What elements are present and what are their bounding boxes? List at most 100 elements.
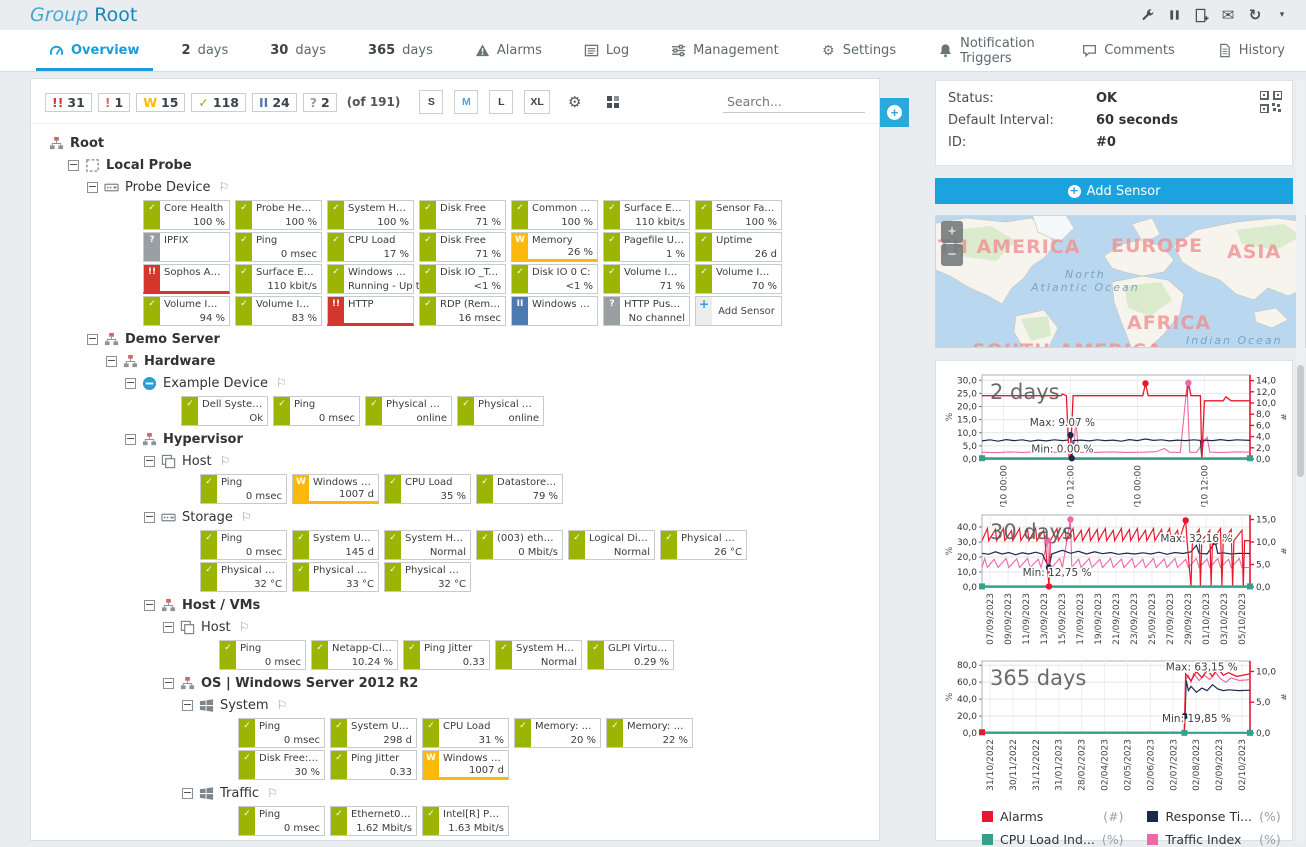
scrollbar-thumb[interactable]	[1297, 365, 1304, 477]
status-filter-warning[interactable]: W 15	[136, 92, 186, 112]
collapse-toggle[interactable]	[125, 433, 136, 445]
geo-map[interactable]: TH AMERICAEUROPEASIAAFRICASOUTH AMERICAN…	[935, 215, 1306, 348]
collapse-toggle[interactable]	[163, 621, 174, 633]
sensor-tile-memory-virtu[interactable]: ✓ Memory: Virtu... 22 %	[606, 718, 693, 748]
status-filter-down-partial[interactable]: ! 1	[97, 92, 131, 112]
sensor-tile-003-eth0-traf[interactable]: ✓ (003) eth0 Traf... 0 Mbit/s	[476, 530, 563, 560]
tab-2-days[interactable]: 2 days	[161, 30, 250, 71]
refresh-icon[interactable]: ↻	[1248, 6, 1262, 24]
add-sensor-button[interactable]: + Add Sensor	[935, 178, 1293, 204]
status-filter-up[interactable]: ✓ 118	[191, 92, 246, 112]
sensor-tile-ping[interactable]: ✓ Ping 0 msec	[219, 640, 306, 670]
tab-settings[interactable]: ⚙ Settings	[800, 30, 917, 71]
tab-365-days[interactable]: 365 days	[347, 30, 454, 71]
pause-icon[interactable]	[1166, 7, 1182, 23]
add-sensor-tile[interactable]: + Add Sensor	[695, 296, 782, 326]
flag-icon[interactable]: ⚐	[238, 620, 250, 634]
collapse-toggle[interactable]	[182, 787, 193, 799]
tab-log[interactable]: Log	[563, 30, 650, 71]
node-name[interactable]: Hypervisor	[163, 431, 243, 447]
sensor-tile-intel-r-pro-1[interactable]: ✓ Intel[R] PRO_1... 1.63 Mbit/s	[422, 806, 509, 836]
mini-graph-365-days[interactable]: 0,0 20,0 40,0 60,0 80,0 0,0 5,0 10,0 31/10/2022 3…	[942, 653, 1286, 799]
status-filter-paused[interactable]: II 24	[252, 92, 297, 112]
refresh-options-icon[interactable]: ▾	[1279, 10, 1285, 20]
node-name[interactable]: Host / VMs	[182, 597, 261, 613]
sensor-tile-physical-disk[interactable]: ✓ Physical Disk: ... 32 °C	[384, 562, 471, 592]
sensor-tile-ping[interactable]: ✓ Ping 0 msec	[273, 396, 360, 426]
node-name[interactable]: Host	[201, 619, 231, 635]
sensor-tile-ping[interactable]: ✓ Ping 0 msec	[200, 530, 287, 560]
grid-view-icon[interactable]	[600, 90, 626, 114]
sensor-tile-volume-io-c[interactable]: ✓ Volume IO C: 70 %	[695, 264, 782, 294]
tab-management[interactable]: Management	[650, 30, 800, 71]
sensor-tile-windows-upda[interactable]: W Windows Upda...1007 d	[422, 750, 509, 780]
sensor-tile-cpu-load[interactable]: ✓ CPU Load 35 %	[384, 474, 471, 504]
flag-icon[interactable]: ⚐	[276, 698, 288, 712]
sensor-tile-ping[interactable]: ✓ Ping 0 msec	[200, 474, 287, 504]
node-name[interactable]: Local Probe	[106, 157, 192, 173]
tile-size-m-button[interactable]: M	[454, 90, 479, 114]
sensor-tile-memory-physi[interactable]: ✓ Memory: Physi... 20 %	[514, 718, 601, 748]
sensor-tile-dell-system-he[interactable]: ✓ Dell System He... Ok	[181, 396, 268, 426]
scrollbar-track[interactable]	[1296, 80, 1305, 841]
sensor-tile-windows-defe[interactable]: ✓ Windows Defe... Running - Up to D...	[327, 264, 446, 294]
node-name[interactable]: System	[220, 697, 269, 713]
collapse-toggle[interactable]	[144, 511, 155, 523]
sensor-tile-netapp-cluster[interactable]: ✓ Netapp-Cluster... 10.24 %	[311, 640, 398, 670]
collapse-toggle[interactable]	[144, 455, 155, 467]
tab-30-days[interactable]: 30 days	[249, 30, 347, 71]
collapse-toggle[interactable]	[163, 677, 174, 689]
sensor-tile-disk-free-c[interactable]: ✓ Disk Free: C:\ 30 %	[238, 750, 325, 780]
sensor-tile-rdp-remote[interactable]: ✓ RDP (Remote ... 16 msec	[419, 296, 506, 326]
flag-icon[interactable]: ⚐	[219, 454, 231, 468]
add-object-button[interactable]: +	[880, 98, 909, 127]
sensor-tile-ping[interactable]: ✓ Ping 0 msec	[238, 806, 325, 836]
map-zoom-in-button[interactable]: +	[941, 221, 963, 243]
view-settings-gear-icon[interactable]: ⚙	[568, 93, 582, 111]
flag-icon[interactable]: ⚐	[267, 786, 278, 800]
sensor-tile-logical-disk-v[interactable]: ✓ Logical Disk: V... Normal	[568, 530, 655, 560]
collapse-toggle[interactable]	[106, 355, 117, 367]
sensor-tile-surface-ethern[interactable]: ✓ Surface Ethern... 110 kbit/s	[603, 200, 690, 230]
mini-graph-30-days[interactable]: 0,0 10,0 20,0 30,0 40,0 0,0 5,0 10,0 15,0 07/09/2…	[942, 507, 1286, 653]
node-name[interactable]: Host	[182, 453, 212, 469]
collapse-toggle[interactable]	[182, 699, 193, 711]
collapse-toggle[interactable]	[125, 377, 136, 389]
sensor-tile-memory[interactable]: W Memory 26 %	[511, 232, 598, 262]
sensor-tile-uptime[interactable]: ✓ Uptime 26 d	[695, 232, 782, 262]
sensor-tile-sophos-anti-vi[interactable]: !! Sophos Anti-Vi...	[143, 264, 230, 294]
sensor-tile-pagefile-usage[interactable]: ✓ Pagefile Usage 1 %	[603, 232, 690, 262]
sensor-tile-cpu-load[interactable]: ✓ CPU Load 17 %	[327, 232, 414, 262]
sensor-tile-glpi-virtual-a[interactable]: ✓ GLPI Virtual A... 0.29 %	[587, 640, 674, 670]
tab-comments[interactable]: Comments	[1061, 30, 1195, 71]
node-name[interactable]: OS | Windows Server 2012 R2	[201, 675, 419, 691]
sensor-tile-disk-free[interactable]: ✓ Disk Free 71 %	[419, 200, 506, 230]
sensor-tile-disk-free[interactable]: ✓ Disk Free 71 %	[419, 232, 506, 262]
sensor-tile-physical-disk-0[interactable]: ✓ Physical Disk 0... online	[365, 396, 452, 426]
flag-icon[interactable]: ⚐	[276, 376, 287, 390]
sensor-tile-system-health[interactable]: ✓ System Health 100 %	[327, 200, 414, 230]
status-filter-down[interactable]: !! 31	[45, 92, 92, 112]
node-name[interactable]: Demo Server	[125, 331, 220, 347]
mini-graph-2-days[interactable]: 0,05,010,015,020,025,030,00,02,04,06,08,…	[942, 367, 1286, 507]
sensor-tile-http-push-da[interactable]: ? HTTP Push Da... No channel	[603, 296, 690, 326]
node-name[interactable]: Example Device	[163, 375, 268, 391]
sensor-tile-surface-ethern[interactable]: ✓ Surface Ethern... 110 kbit/s	[235, 264, 322, 294]
flag-icon[interactable]: ⚐	[240, 510, 252, 524]
sensor-tile-ethernet0-traffic[interactable]: ✓ Ethernet0 Traffic 1.62 Mbit/s	[330, 806, 417, 836]
tab-overview[interactable]: Overview	[28, 30, 161, 71]
collapse-toggle[interactable]	[87, 333, 98, 345]
node-name[interactable]: Storage	[182, 509, 233, 525]
sensor-tile-datastore-free[interactable]: ✓ Datastore Free... 79 %	[476, 474, 563, 504]
sensor-tile-system-health[interactable]: ✓ System Health Normal	[384, 530, 471, 560]
tile-size-s-button[interactable]: S	[419, 90, 444, 114]
sensor-tile-common-saas[interactable]: ✓ Common SaaS... 100 %	[511, 200, 598, 230]
notify-icon[interactable]: ✉	[1221, 6, 1235, 24]
tile-size-xl-button[interactable]: XL	[524, 90, 550, 114]
sensor-tile-ping-jitter[interactable]: ✓ Ping Jitter 0.33	[330, 750, 417, 780]
tile-size-l-button[interactable]: L	[489, 90, 514, 114]
sensor-tile-core-health[interactable]: ✓ Core Health 100 %	[143, 200, 230, 230]
sensor-tile-http[interactable]: !! HTTP	[327, 296, 414, 326]
map-zoom-out-button[interactable]: −	[941, 244, 963, 266]
sensor-tile-disk-io-total[interactable]: ✓ Disk IO _Total <1 %	[419, 264, 506, 294]
